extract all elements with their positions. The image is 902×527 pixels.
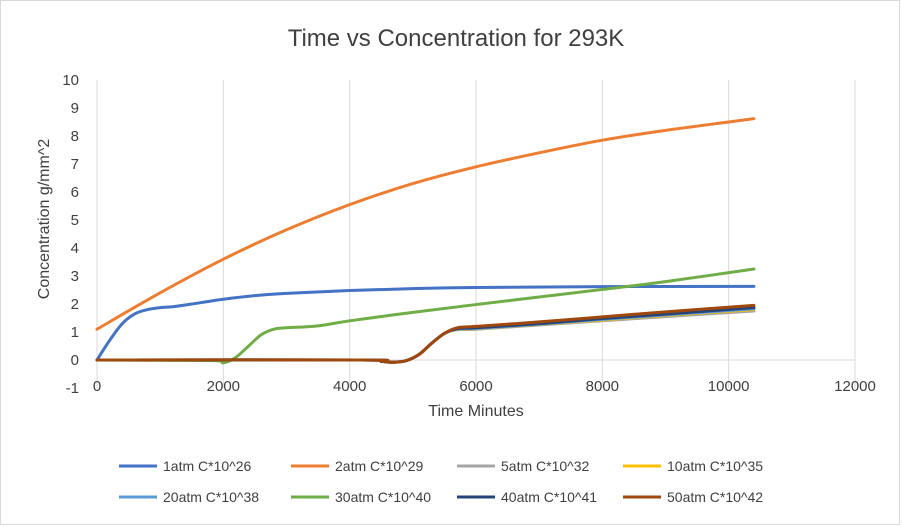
y-tick-label: 8 — [71, 128, 79, 145]
y-tick-label: 9 — [71, 100, 79, 117]
series-line-2 — [95, 117, 756, 331]
y-tick-label: 3 — [71, 268, 79, 285]
legend-label: 1atm C*10^26 — [163, 458, 252, 474]
chart-title: Time vs Concentration for 293K — [288, 25, 625, 52]
series-line-4 — [95, 308, 756, 364]
y-tick-label: 1 — [71, 324, 79, 341]
legend-label: 30atm C*10^40 — [335, 489, 431, 505]
series-line-1 — [95, 284, 756, 362]
legend-label: 2atm C*10^29 — [335, 458, 424, 474]
x-axis-label: Time Minutes — [428, 403, 523, 420]
y-tick-label: 7 — [71, 156, 79, 173]
legend-item-1: 1atm C*10^26 — [119, 458, 252, 474]
y-tick-label: 10 — [62, 72, 79, 89]
legend-item-5: 20atm C*10^38 — [119, 489, 259, 505]
tick-labels: -1 0 1 2 3 4 5 6 7 8 9 10 0 2000 4000 6000 8000 10000 1200… — [62, 72, 876, 397]
y-tick-label: -1 — [66, 380, 79, 397]
legend-item-6: 30atm C*10^40 — [291, 489, 431, 505]
legend-label: 50atm C*10^42 — [667, 489, 763, 505]
series-line-5 — [95, 307, 756, 364]
x-tick-label: 2000 — [207, 378, 240, 395]
legend-item-2: 2atm C*10^29 — [291, 458, 424, 474]
x-tick-label: 4000 — [333, 378, 366, 395]
gridlines — [222, 80, 856, 388]
legend-item-4: 10atm C*10^35 — [623, 458, 763, 474]
x-tick-label: 8000 — [586, 378, 619, 395]
x-tick-label: 10000 — [708, 378, 750, 395]
y-tick-label: 5 — [71, 212, 79, 229]
series-line-6 — [95, 267, 756, 365]
x-tick-label: 12000 — [834, 378, 876, 395]
legend-item-3: 5atm C*10^32 — [457, 458, 590, 474]
x-tick-label: 6000 — [459, 378, 492, 395]
y-tick-label: 2 — [71, 296, 79, 313]
legend-item-8: 50atm C*10^42 — [623, 489, 763, 505]
legend-label: 5atm C*10^32 — [501, 458, 590, 474]
y-tick-label: 0 — [71, 352, 79, 369]
legend: 1atm C*10^26 2atm C*10^29 5atm C*10^32 10at… — [119, 458, 763, 505]
legend-label: 10atm C*10^35 — [667, 458, 763, 474]
x-tick-label: 0 — [93, 378, 101, 395]
legend-label: 20atm C*10^38 — [163, 489, 259, 505]
series-line-7 — [95, 306, 756, 364]
y-axis-label: Concentration g/mm^2 — [36, 139, 53, 300]
series-line-8 — [95, 303, 756, 364]
legend-label: 40atm C*10^41 — [501, 489, 597, 505]
y-tick-label: 4 — [71, 240, 79, 257]
legend-item-7: 40atm C*10^41 — [457, 489, 597, 505]
series-lines — [95, 117, 756, 365]
series-line-3 — [95, 309, 756, 364]
y-tick-label: 6 — [71, 184, 79, 201]
